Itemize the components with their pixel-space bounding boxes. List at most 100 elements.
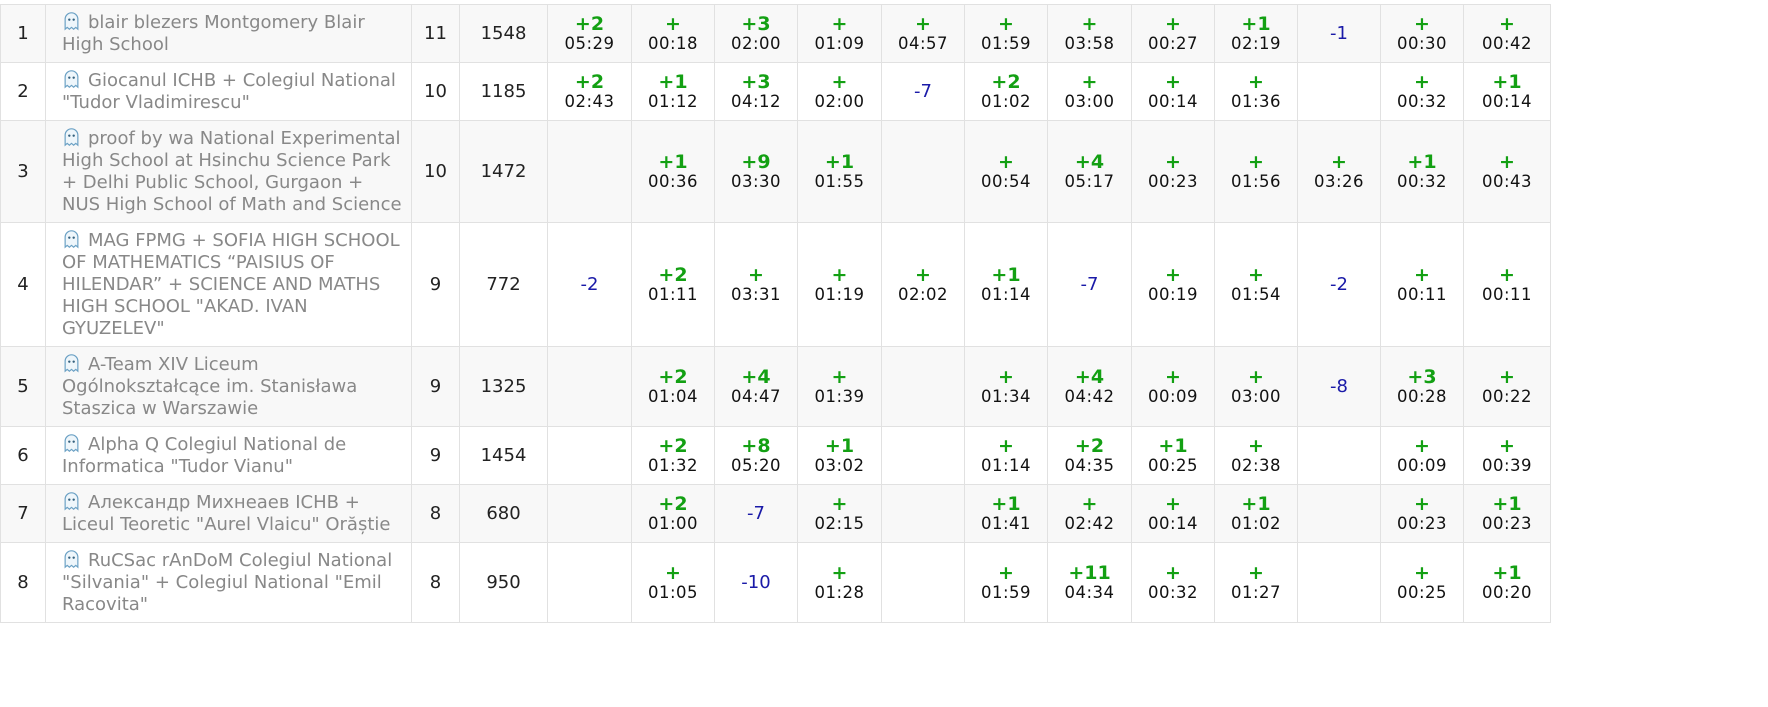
accepted-mark: + [998, 12, 1014, 35]
accept-time: 04:47 [730, 386, 782, 406]
problem-cell [547, 426, 632, 485]
accepted-mark: +1 [1158, 434, 1188, 457]
accepted-mark: + [831, 70, 848, 93]
problem-cell: +04:57 [881, 4, 965, 63]
problem-cell: +01:39 [797, 346, 882, 427]
problem-result: +2 01:11 [632, 265, 714, 305]
ghost-icon [64, 354, 79, 373]
problem-cell: +01:34 [964, 346, 1048, 427]
problem-cell: +00:30 [1380, 4, 1464, 63]
accepted-mark: +11 [1068, 561, 1111, 584]
accepted-mark: +2 [658, 492, 688, 515]
problem-result: +4 04:42 [1048, 367, 1131, 407]
accepted-mark: +8 [741, 434, 771, 457]
problem-cell: +01:19 [797, 222, 882, 347]
problem-cell: +1 01:02 [1214, 484, 1298, 543]
accept-time: 02:00 [730, 33, 782, 53]
accepted-mark: +2 [991, 70, 1021, 93]
accept-time: 01:59 [980, 582, 1032, 602]
accept-time: 00:39 [1481, 455, 1533, 475]
solved-count: 9 [411, 222, 460, 347]
accepted-mark: + [1081, 492, 1098, 515]
accept-time: 00:11 [1481, 284, 1533, 304]
problem-cell: +01:09 [797, 4, 882, 63]
problem-cell: +00:43 [1463, 120, 1551, 223]
problem-result: +03:00 [1048, 72, 1131, 112]
problem-result: +1 00:32 [1381, 152, 1463, 192]
ghost-icon [64, 70, 79, 89]
accept-time: 00:25 [1396, 582, 1448, 602]
problem-result: +01:05 [632, 563, 714, 603]
solved-count: 10 [411, 62, 460, 121]
problem-cell: +2 04:35 [1047, 426, 1132, 485]
problem-cell: +1 01:14 [964, 222, 1048, 347]
problem-result: +00:14 [1132, 494, 1214, 534]
solved-count: 11 [411, 4, 460, 63]
accept-time: 00:14 [1147, 91, 1199, 111]
solved-count: 8 [411, 542, 460, 623]
accepted-mark: +1 [658, 150, 688, 173]
problem-cell: +00:19 [1131, 222, 1215, 347]
problem-cell: +03:31 [714, 222, 798, 347]
table-row: 4 MAG FPMG + SOFIA HIGH SCHOOL OF MATHEMA… [0, 222, 1551, 347]
problem-cell: +8 05:20 [714, 426, 798, 485]
problem-result: -10 [715, 572, 797, 593]
party-cell: RuCSac rAnDoM Colegiul National "Silvani… [45, 542, 412, 623]
accept-time: 04:35 [1064, 455, 1115, 475]
accepted-mark: + [1499, 263, 1515, 286]
page-margin [1551, 0, 1768, 703]
problem-cell: -1 [1297, 4, 1381, 63]
rejected-attempts: -1 [1330, 22, 1348, 44]
penalty-time: 680 [459, 484, 548, 543]
problem-cell: +02:15 [797, 484, 882, 543]
problem-cell: +1 00:32 [1380, 120, 1464, 223]
accepted-mark: + [1499, 150, 1515, 173]
problem-result: +00:14 [1132, 72, 1214, 112]
problem-result: -1 [1298, 22, 1380, 44]
accepted-mark: + [1499, 365, 1515, 388]
problem-cell [881, 426, 965, 485]
accept-time: 03:30 [730, 171, 782, 191]
penalty-time: 1454 [459, 426, 548, 485]
problem-cell: +1 03:02 [797, 426, 882, 485]
problem-cell [547, 346, 632, 427]
problem-result: +00:43 [1464, 152, 1550, 192]
problem-result: +00:09 [1381, 436, 1463, 476]
solved-count: 9 [411, 426, 460, 485]
accept-time: 04:57 [897, 33, 949, 53]
accepted-mark: +3 [741, 12, 771, 35]
accepted-mark: + [1165, 365, 1181, 388]
accepted-mark: + [1248, 150, 1264, 173]
accepted-mark: + [665, 561, 681, 584]
accept-time: 01:28 [814, 582, 865, 602]
accept-time: 03:00 [1064, 91, 1115, 111]
accept-time: 01:59 [980, 33, 1032, 53]
accepted-mark: + [1499, 434, 1515, 457]
problem-cell: +3 02:00 [714, 4, 798, 63]
problem-cell: +03:00 [1214, 346, 1298, 427]
party-cell: Alpha Q Colegiul National de Informatica… [45, 426, 412, 485]
accepted-mark: + [1414, 12, 1430, 35]
problem-cell: +01:54 [1214, 222, 1298, 347]
accepted-mark: + [831, 12, 848, 35]
problem-cell: +9 03:30 [714, 120, 798, 223]
problem-cell: +02:02 [881, 222, 965, 347]
accept-time: 00:22 [1481, 386, 1533, 406]
problem-result: +00:09 [1132, 367, 1214, 407]
accepted-mark: + [1248, 434, 1264, 457]
accept-time: 04:34 [1064, 582, 1115, 602]
accepted-mark: + [831, 365, 848, 388]
party-name: A-Team XIV Liceum Ogólnokształcące im. S… [62, 354, 358, 419]
problem-result: +03:00 [1215, 367, 1297, 407]
problem-cell: +00:14 [1131, 62, 1215, 121]
accepted-mark: + [915, 12, 931, 35]
problem-cell: +00:14 [1131, 484, 1215, 543]
accept-time: 01:27 [1230, 582, 1282, 602]
problem-result: +01:36 [1215, 72, 1297, 112]
rank-cell: 3 [0, 120, 46, 223]
problem-cell [881, 120, 965, 223]
problem-result: +00:18 [632, 14, 714, 54]
problem-cell: +1 01:55 [797, 120, 882, 223]
accepted-mark: +2 [658, 263, 688, 286]
problem-cell: +2 02:43 [547, 62, 632, 121]
